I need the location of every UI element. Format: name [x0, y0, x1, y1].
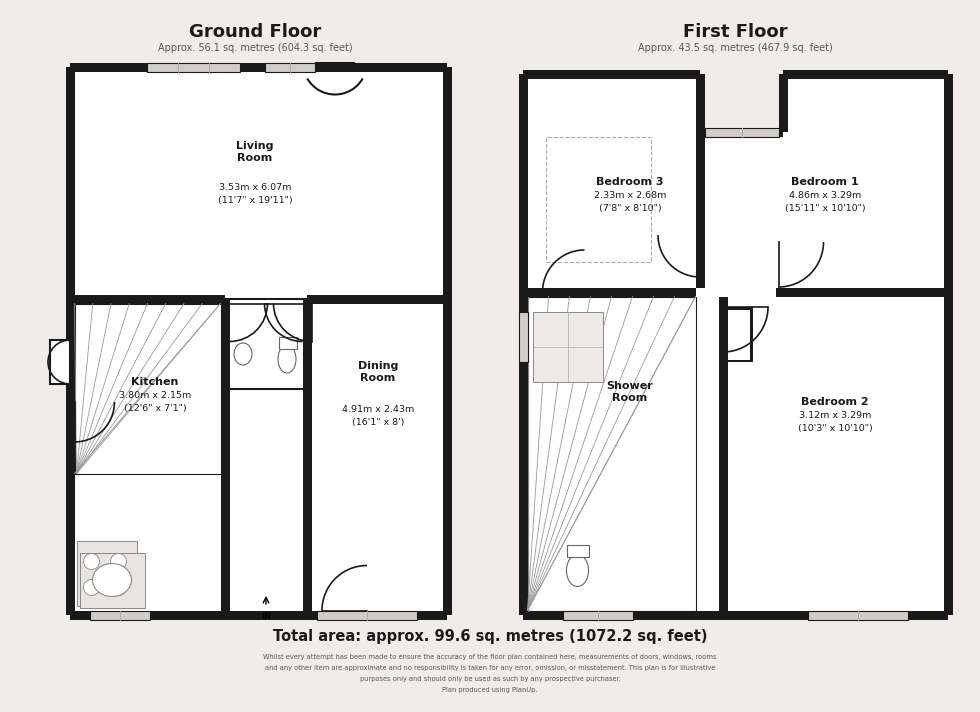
- Bar: [718, 307, 753, 362]
- Bar: [79, 553, 144, 607]
- Bar: [546, 137, 651, 262]
- Bar: [700, 74, 948, 292]
- Text: Ground Floor: Ground Floor: [189, 23, 321, 41]
- Bar: [307, 295, 447, 303]
- Text: IN: IN: [261, 612, 271, 621]
- Text: (11'7" x 19'11"): (11'7" x 19'11"): [218, 197, 292, 206]
- Ellipse shape: [278, 345, 296, 373]
- Circle shape: [111, 553, 126, 570]
- Bar: [225, 610, 307, 619]
- Text: (7'8" x 8'10"): (7'8" x 8'10"): [599, 204, 662, 214]
- Text: (12'6" x 7'1"): (12'6" x 7'1"): [123, 404, 186, 414]
- Bar: [563, 610, 633, 619]
- Text: Kitchen: Kitchen: [131, 377, 178, 387]
- Ellipse shape: [234, 343, 252, 365]
- Text: 3.12m x 3.29m: 3.12m x 3.29m: [799, 412, 871, 421]
- Bar: [66, 299, 74, 615]
- Text: purposes only and should only be used as such by any prospective purchaser.: purposes only and should only be used as…: [360, 676, 620, 682]
- Text: Whilst every attempt has been made to ensure the accuracy of the floor plan cont: Whilst every attempt has been made to en…: [264, 654, 716, 660]
- Text: 3.53m x 6.07m: 3.53m x 6.07m: [219, 184, 291, 192]
- Bar: [307, 610, 447, 619]
- Bar: [74, 303, 220, 473]
- Bar: [70, 299, 225, 615]
- Bar: [523, 288, 948, 296]
- Text: Approx. 43.5 sq. metres (467.9 sq. feet): Approx. 43.5 sq. metres (467.9 sq. feet): [638, 43, 832, 53]
- Bar: [566, 545, 589, 557]
- Bar: [443, 299, 452, 615]
- Text: Bedroom 1: Bedroom 1: [791, 177, 858, 187]
- Bar: [723, 292, 948, 615]
- Bar: [66, 67, 74, 299]
- Text: Living
Room: Living Room: [236, 141, 273, 163]
- Bar: [225, 299, 307, 615]
- Bar: [718, 292, 727, 615]
- Bar: [303, 299, 312, 615]
- Bar: [783, 70, 948, 78]
- Bar: [700, 127, 783, 137]
- Text: (15'11" x 10'10"): (15'11" x 10'10"): [785, 204, 865, 214]
- Bar: [705, 127, 778, 137]
- Bar: [50, 340, 70, 384]
- Bar: [70, 67, 447, 299]
- Text: Bedroom 3: Bedroom 3: [596, 177, 663, 187]
- Bar: [696, 74, 705, 292]
- Bar: [220, 299, 229, 615]
- Text: Plan produced using PlanUp.: Plan produced using PlanUp.: [442, 687, 538, 693]
- Text: Approx. 56.1 sq. metres (604.3 sq. feet): Approx. 56.1 sq. metres (604.3 sq. feet): [158, 43, 353, 53]
- Bar: [727, 310, 750, 360]
- Text: Total area: approx. 99.6 sq. metres (1072.2 sq. feet): Total area: approx. 99.6 sq. metres (107…: [272, 629, 708, 644]
- Bar: [532, 312, 603, 382]
- Bar: [70, 63, 447, 71]
- Bar: [317, 610, 417, 619]
- Bar: [279, 337, 297, 349]
- Bar: [523, 70, 700, 78]
- Text: Bedroom 2: Bedroom 2: [802, 397, 869, 407]
- Bar: [527, 296, 696, 610]
- Circle shape: [83, 553, 100, 570]
- Bar: [70, 610, 225, 619]
- Bar: [523, 74, 700, 292]
- Text: (16'1" x 8'): (16'1" x 8'): [352, 417, 404, 426]
- Bar: [523, 292, 723, 615]
- Text: and any other item are approximate and no responsibility is taken for any error,: and any other item are approximate and n…: [265, 665, 715, 671]
- Circle shape: [83, 580, 100, 595]
- Text: 4.86m x 3.29m: 4.86m x 3.29m: [789, 192, 861, 201]
- Bar: [778, 74, 788, 132]
- Bar: [808, 610, 908, 619]
- Bar: [696, 74, 705, 132]
- Bar: [76, 540, 136, 605]
- Ellipse shape: [566, 555, 589, 587]
- Circle shape: [111, 580, 126, 595]
- Bar: [443, 67, 452, 299]
- Bar: [90, 610, 150, 619]
- Bar: [944, 74, 953, 615]
- Text: First Floor: First Floor: [683, 23, 787, 41]
- Bar: [265, 63, 315, 71]
- Bar: [518, 312, 527, 362]
- Bar: [70, 295, 225, 303]
- Bar: [705, 74, 778, 127]
- Ellipse shape: [92, 563, 131, 597]
- Bar: [147, 63, 240, 71]
- Bar: [518, 74, 527, 615]
- Text: Shower
Room: Shower Room: [607, 381, 654, 403]
- Text: 2.33m x 2.68m: 2.33m x 2.68m: [594, 192, 666, 201]
- Text: (10'3" x 10'10"): (10'3" x 10'10"): [798, 424, 872, 434]
- Bar: [523, 610, 948, 619]
- Text: 4.91m x 2.43m: 4.91m x 2.43m: [342, 404, 415, 414]
- Bar: [696, 288, 775, 296]
- Text: 3.80m x 2.15m: 3.80m x 2.15m: [119, 392, 191, 400]
- Bar: [225, 299, 307, 389]
- Bar: [307, 299, 447, 615]
- Text: Dining
Room: Dining Room: [358, 361, 398, 383]
